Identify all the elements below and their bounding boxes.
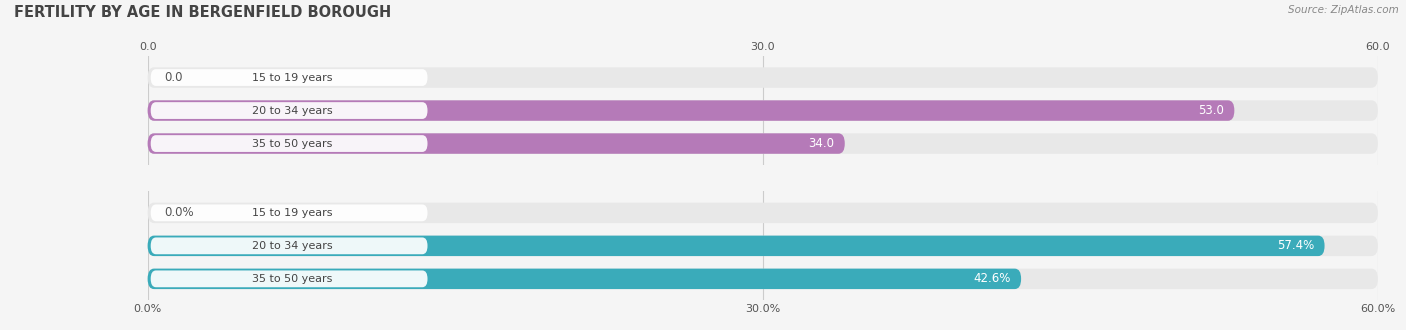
Text: FERTILITY BY AGE IN BERGENFIELD BOROUGH: FERTILITY BY AGE IN BERGENFIELD BOROUGH bbox=[14, 5, 391, 20]
FancyBboxPatch shape bbox=[148, 236, 1324, 256]
Text: 42.6%: 42.6% bbox=[973, 272, 1011, 285]
FancyBboxPatch shape bbox=[150, 238, 427, 254]
Text: 0.0%: 0.0% bbox=[165, 206, 194, 219]
FancyBboxPatch shape bbox=[148, 236, 1378, 256]
FancyBboxPatch shape bbox=[148, 269, 1378, 289]
FancyBboxPatch shape bbox=[150, 135, 427, 152]
Text: 57.4%: 57.4% bbox=[1277, 239, 1315, 252]
FancyBboxPatch shape bbox=[148, 100, 1378, 121]
Text: 15 to 19 years: 15 to 19 years bbox=[252, 73, 332, 82]
Text: 53.0: 53.0 bbox=[1198, 104, 1225, 117]
FancyBboxPatch shape bbox=[150, 271, 427, 287]
Text: Source: ZipAtlas.com: Source: ZipAtlas.com bbox=[1288, 5, 1399, 15]
FancyBboxPatch shape bbox=[150, 102, 427, 119]
FancyBboxPatch shape bbox=[148, 203, 1378, 223]
Text: 0.0: 0.0 bbox=[165, 71, 183, 84]
FancyBboxPatch shape bbox=[148, 133, 845, 154]
Text: 35 to 50 years: 35 to 50 years bbox=[252, 274, 332, 284]
Text: 20 to 34 years: 20 to 34 years bbox=[252, 241, 332, 251]
Text: 20 to 34 years: 20 to 34 years bbox=[252, 106, 332, 116]
FancyBboxPatch shape bbox=[148, 269, 1021, 289]
FancyBboxPatch shape bbox=[148, 100, 1234, 121]
FancyBboxPatch shape bbox=[148, 67, 1378, 88]
Text: 34.0: 34.0 bbox=[808, 137, 835, 150]
Text: 15 to 19 years: 15 to 19 years bbox=[252, 208, 332, 218]
FancyBboxPatch shape bbox=[148, 133, 1378, 154]
FancyBboxPatch shape bbox=[150, 205, 427, 221]
FancyBboxPatch shape bbox=[150, 69, 427, 86]
Text: 35 to 50 years: 35 to 50 years bbox=[252, 139, 332, 148]
